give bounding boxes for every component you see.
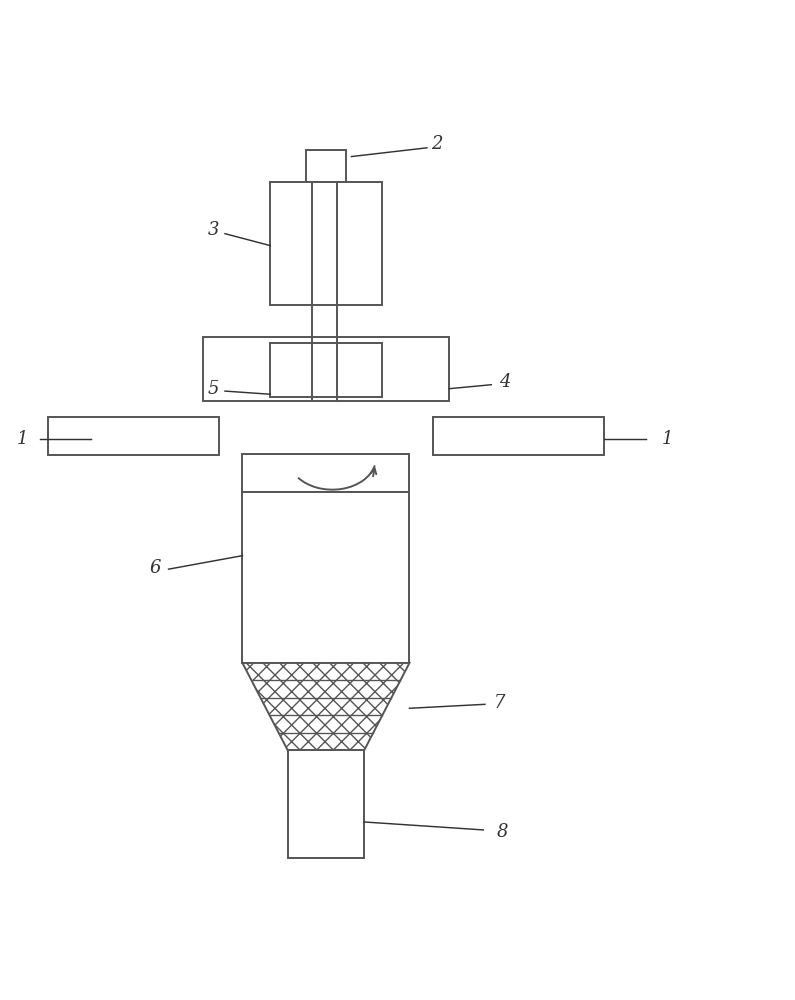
Bar [306, 150, 346, 182]
Polygon shape [242, 663, 409, 750]
Text: 1: 1 [17, 430, 28, 448]
Bar [48, 417, 219, 455]
Bar [203, 337, 449, 401]
Text: 8: 8 [497, 823, 508, 841]
Bar [270, 182, 382, 305]
Bar [288, 750, 364, 858]
Text: 6: 6 [149, 559, 161, 577]
Text: 1: 1 [662, 430, 673, 448]
Text: 2: 2 [432, 135, 443, 153]
Bar [270, 343, 382, 397]
Bar [242, 492, 409, 663]
Text: 7: 7 [494, 694, 505, 712]
Text: 3: 3 [207, 221, 219, 239]
Text: 5: 5 [207, 380, 219, 398]
Bar [433, 417, 604, 455]
Bar [242, 454, 409, 492]
Text: 4: 4 [499, 373, 510, 391]
